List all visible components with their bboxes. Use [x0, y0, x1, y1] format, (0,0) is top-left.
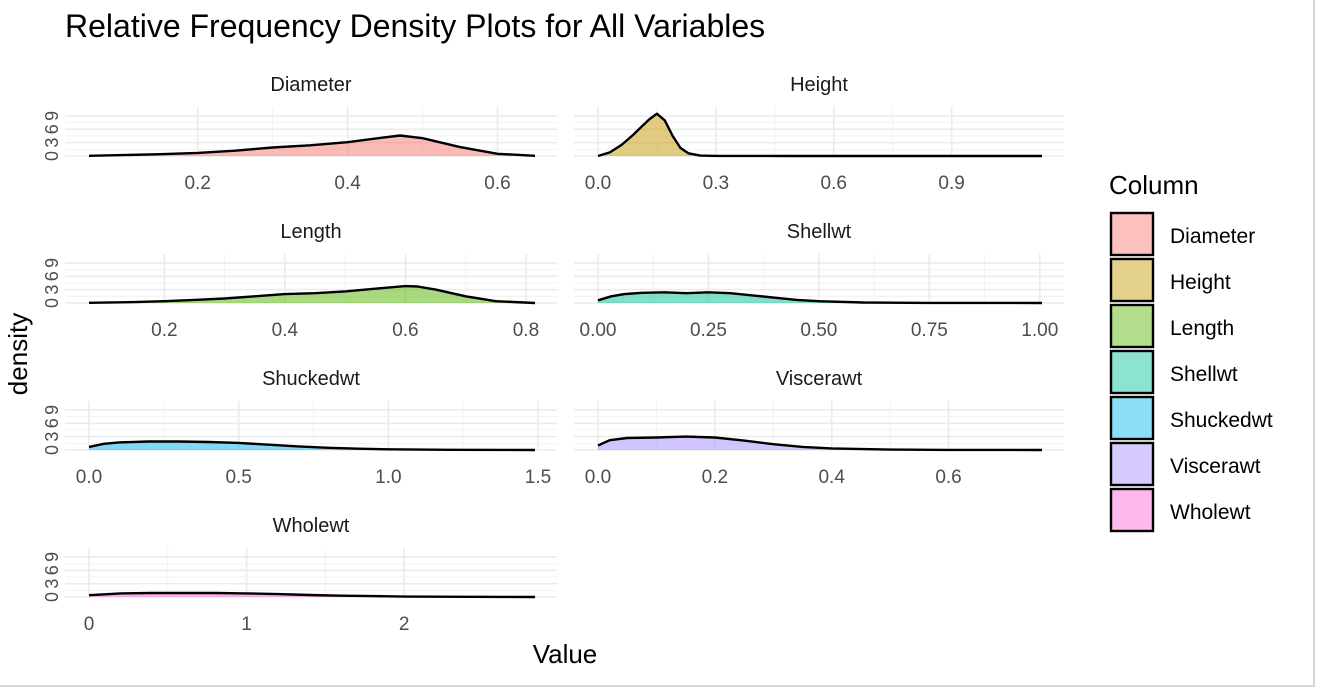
x-tick-label: 0.4	[818, 467, 845, 488]
density-area-shuckedwt	[89, 441, 535, 450]
legend-item-shuckedwt: Shuckedwt	[1109, 395, 1273, 441]
y-tick-label: 9	[42, 552, 62, 562]
x-tick-label: 0.3	[703, 173, 729, 194]
y-tick-label: 6	[42, 418, 62, 428]
x-tick-label: 0.0	[585, 173, 611, 194]
y-tick-label: 6	[42, 124, 62, 134]
legend-title: Column	[1109, 170, 1199, 200]
y-tick-label: 6	[42, 271, 62, 281]
facet-panel-height: 0.0 0.3 0.6 0.9 Height	[574, 74, 1064, 194]
facet-title-shellwt: Shellwt	[787, 221, 852, 243]
legend-label: Wholewt	[1170, 501, 1251, 524]
y-tick-label: 3	[42, 138, 62, 148]
facet-panel-length: 0.2 0.4 0.6 0.8 0 3 6 9 Length	[42, 221, 557, 341]
chart-title: Relative Frequency Density Plots for All…	[65, 8, 765, 44]
facet-panel-wholewt: 0 1 2 0 3 6 9 Wholewt	[42, 515, 557, 635]
legend-item-viscerawt: Viscerawt	[1109, 441, 1261, 487]
x-tick-label: 0.50	[800, 320, 837, 341]
density-line-wholewt	[88, 591, 536, 599]
legend-swatch	[1109, 487, 1155, 533]
y-tick-label: 6	[42, 565, 62, 575]
x-tick-label: 0.9	[938, 173, 964, 194]
legend-label: Diameter	[1170, 225, 1255, 248]
legend-label: Viscerawt	[1170, 455, 1261, 478]
x-tick-label: 0.2	[151, 320, 177, 341]
density-area-viscerawt	[598, 436, 1042, 450]
facet-panel-viscerawt: 0.0 0.2 0.4 0.6 Viscerawt	[574, 368, 1064, 488]
legend-item-shellwt: Shellwt	[1109, 349, 1238, 395]
y-tick-label: 9	[42, 258, 62, 268]
y-tick-label: 3	[42, 285, 62, 295]
density-line-diameter	[88, 134, 536, 157]
x-tick-label: 0.4	[334, 173, 361, 194]
facet-panel-shellwt: 0.00 0.25 0.50 0.75 1.00 Shellwt	[574, 221, 1064, 341]
facet-title-diameter: Diameter	[270, 74, 351, 96]
x-tick-label: 0.00	[580, 320, 617, 341]
x-tick-label: 0.0	[76, 467, 102, 488]
legend-item-wholewt: Wholewt	[1109, 487, 1251, 533]
density-area-length	[89, 286, 535, 303]
legend-label: Shellwt	[1170, 363, 1238, 386]
y-tick-label: 0	[42, 445, 62, 455]
x-tick-label: 0.2	[702, 467, 728, 488]
x-tick-label: 0.6	[935, 467, 961, 488]
x-tick-label: 0.25	[690, 320, 727, 341]
y-tick-label: 9	[42, 405, 62, 415]
x-tick-label: 0.5	[225, 467, 251, 488]
x-tick-label: 0.6	[392, 320, 418, 341]
legend-label: Height	[1170, 271, 1231, 294]
facet-title-length: Length	[280, 221, 341, 243]
x-tick-label: 1.00	[1021, 320, 1058, 341]
x-tick-label: 0	[84, 614, 95, 635]
x-tick-label: 0.8	[513, 320, 539, 341]
x-tick-label: 0.4	[272, 320, 299, 341]
legend-item-diameter: Diameter	[1109, 211, 1255, 257]
facet-panel-shuckedwt: 0.0 0.5 1.0 1.5 0 3 6 9 Shuckedwt	[42, 368, 557, 488]
y-tick-label: 0	[42, 151, 62, 161]
density-area-height	[598, 113, 1042, 156]
x-tick-label: 0.2	[184, 173, 210, 194]
legend: Diameter Height Length Shellwt Shuckedwt Visc…	[1109, 211, 1273, 533]
y-tick-label: 3	[42, 579, 62, 589]
density-line-viscerawt	[597, 435, 1043, 452]
facet-title-height: Height	[790, 74, 848, 96]
x-tick-label: 0.6	[821, 173, 847, 194]
facet-title-wholewt: Wholewt	[273, 515, 350, 537]
x-tick-label: 1	[241, 614, 252, 635]
legend-swatch	[1109, 303, 1155, 349]
legend-swatch	[1109, 395, 1155, 441]
y-tick-label: 3	[42, 432, 62, 442]
legend-item-length: Length	[1109, 303, 1234, 349]
x-tick-label: 0.6	[484, 173, 510, 194]
y-tick-label: 9	[42, 111, 62, 121]
y-tick-label: 0	[42, 592, 62, 602]
x-tick-label: 1.0	[375, 467, 401, 488]
legend-item-height: Height	[1109, 257, 1231, 303]
density-line-shuckedwt	[88, 440, 536, 452]
x-tick-label: 1.5	[525, 467, 551, 488]
density-line-shellwt	[597, 291, 1043, 305]
chart-canvas: Relative Frequency Density Plots for All…	[3, 8, 1273, 669]
facet-title-shuckedwt: Shuckedwt	[262, 368, 360, 390]
x-axis-title: Value	[533, 639, 598, 669]
facet-title-viscerawt: Viscerawt	[776, 368, 863, 390]
legend-label: Length	[1170, 317, 1234, 340]
x-tick-label: 0.0	[585, 467, 611, 488]
legend-swatch	[1109, 211, 1155, 257]
legend-label: Shuckedwt	[1170, 409, 1273, 432]
density-line-height	[597, 112, 1042, 158]
facet-panel-diameter: 0.2 0.4 0.6 0 3 6 9 Diameter	[42, 74, 557, 194]
x-tick-label: 0.75	[911, 320, 948, 341]
y-axis-title: density	[3, 313, 33, 395]
x-tick-label: 2	[399, 614, 410, 635]
legend-swatch	[1109, 441, 1155, 487]
legend-swatch	[1109, 349, 1155, 395]
y-tick-label: 0	[42, 298, 62, 308]
density-line-length	[88, 284, 536, 305]
density-area-shellwt	[598, 292, 1042, 303]
legend-swatch	[1109, 257, 1155, 303]
